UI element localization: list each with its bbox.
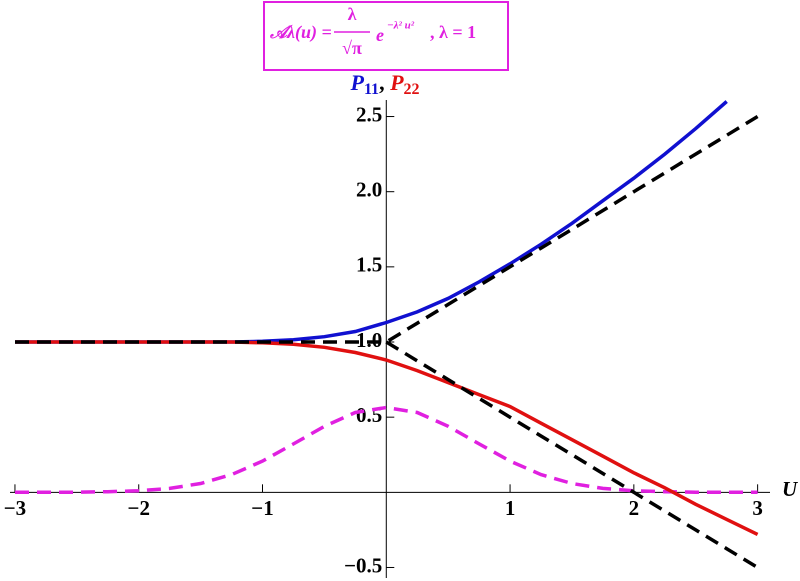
legend-subscript: 22 [404, 81, 420, 98]
y-tick-label: 0.5 [356, 403, 382, 427]
y-tick-label: 1.5 [356, 253, 382, 277]
y-tick-label: 2.0 [356, 178, 382, 202]
formula-base: e [376, 25, 384, 45]
formula-tail: , λ = 1 [430, 22, 476, 42]
y-tick-label: −0.5 [344, 553, 382, 577]
x-tick-label: −3 [4, 496, 26, 520]
formula-exponent: −λ² u² [387, 20, 415, 32]
x-tick-label: 3 [752, 496, 763, 520]
legend-name: P [349, 70, 364, 95]
formula-numerator: λ [348, 4, 357, 24]
x-tick-label: 2 [629, 496, 640, 520]
formula-box [263, 1, 509, 71]
x-axis-label: U [782, 477, 799, 501]
series-line [385, 340, 759, 569]
series-line [15, 405, 758, 495]
x-tick-label: −1 [251, 496, 273, 520]
series-line [15, 100, 728, 344]
legend-subscript: 11 [364, 81, 379, 98]
legend: P11, P22 [349, 70, 419, 98]
legend-gap: , [379, 70, 390, 95]
y-tick-label: 2.5 [356, 102, 382, 126]
formula-lhs: 𝒜λ(u) = [269, 22, 332, 43]
series-line [15, 115, 759, 344]
x-tick-label: 1 [505, 496, 516, 520]
legend-name: P [389, 70, 404, 95]
plot-area: −3 −2 −1 1 2 3−0.50.51.01.52.02.5 [4, 100, 770, 578]
legend: P11, P22 [349, 70, 419, 98]
x-tick-label: −2 [127, 496, 149, 520]
formula-denominator: √π [342, 38, 362, 58]
